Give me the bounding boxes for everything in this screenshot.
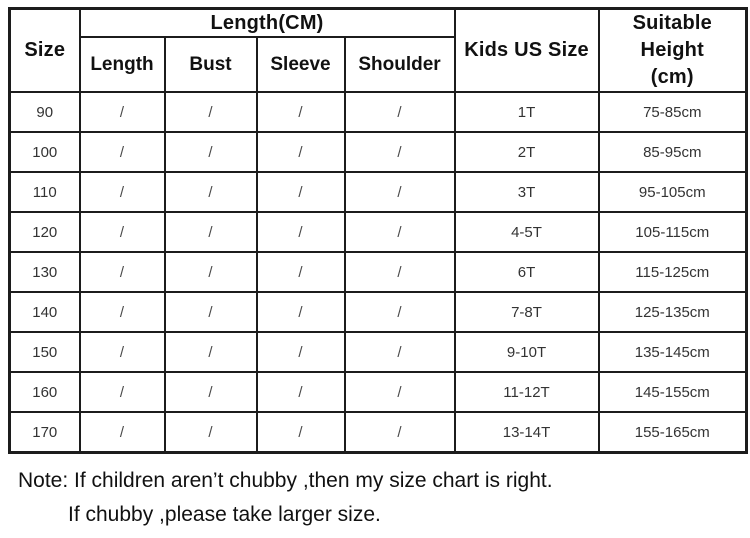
length-cell: /: [78, 411, 166, 454]
shoulder-cell: /: [343, 171, 456, 213]
suitable-height-line3: (cm): [650, 66, 694, 88]
bust-cell: /: [163, 131, 258, 173]
shoulder-cell: /: [343, 131, 456, 173]
table-row: 100 / / / / 2T 85-95cm: [8, 131, 748, 173]
bust-cell: /: [163, 251, 258, 293]
length-cell: /: [78, 91, 166, 133]
size-cell: 100: [8, 131, 81, 173]
size-note: Note: If children aren’t chubby ,then my…: [18, 464, 553, 532]
kids-us-size-column-header: Kids US Size: [453, 7, 600, 93]
suitable-height-column-header: Suitable Height (cm): [597, 7, 748, 93]
height-cell: 115-125cm: [597, 251, 748, 293]
sleeve-cell: /: [255, 291, 346, 333]
bust-cell: /: [163, 371, 258, 413]
sleeve-column-header: Sleeve: [255, 36, 346, 93]
sleeve-cell: /: [255, 331, 346, 373]
length-cell: /: [78, 371, 166, 413]
length-cell: /: [78, 131, 166, 173]
size-cell: 160: [8, 371, 81, 413]
kids-us-size-cell: 9-10T: [453, 331, 600, 373]
kids-us-size-cell: 2T: [453, 131, 600, 173]
sleeve-cell: /: [255, 411, 346, 454]
bust-cell: /: [163, 91, 258, 133]
length-cell: /: [78, 171, 166, 213]
size-cell: 170: [8, 411, 81, 454]
kids-us-size-cell: 4-5T: [453, 211, 600, 253]
table-row: 130 / / / / 6T 115-125cm: [8, 251, 748, 293]
table-row: 110 / / / / 3T 95-105cm: [8, 171, 748, 213]
height-cell: 125-135cm: [597, 291, 748, 333]
size-cell: 90: [8, 91, 81, 133]
length-cell: /: [78, 291, 166, 333]
sleeve-cell: /: [255, 371, 346, 413]
sleeve-cell: /: [255, 251, 346, 293]
shoulder-cell: /: [343, 411, 456, 454]
suitable-height-line1: Suitable: [632, 12, 712, 34]
kids-us-size-cell: 1T: [453, 91, 600, 133]
kids-us-size-cell: 11-12T: [453, 371, 600, 413]
table-row: 140 / / / / 7-8T 125-135cm: [8, 291, 748, 333]
bust-cell: /: [163, 171, 258, 213]
shoulder-cell: /: [343, 211, 456, 253]
kids-us-size-cell: 6T: [453, 251, 600, 293]
height-cell: 85-95cm: [597, 131, 748, 173]
shoulder-cell: /: [343, 371, 456, 413]
sleeve-cell: /: [255, 211, 346, 253]
header-row-sub: Length Bust Sleeve Shoulder: [10, 36, 747, 93]
bust-cell: /: [163, 291, 258, 333]
length-cm-group-header: Length(CM): [78, 7, 456, 39]
length-cell: /: [78, 211, 166, 253]
sleeve-cell: /: [255, 131, 346, 173]
kids-us-size-cell: 7-8T: [453, 291, 600, 333]
table-row: 160 / / / / 11-12T 145-155cm: [8, 371, 748, 413]
size-chart-table: Size Length(CM) Kids US Size Suitable He…: [8, 7, 749, 454]
sleeve-cell: /: [255, 171, 346, 213]
height-cell: 155-165cm: [597, 411, 748, 454]
shoulder-cell: /: [343, 291, 456, 333]
kids-us-size-cell: 13-14T: [453, 411, 600, 454]
shoulder-cell: /: [343, 251, 456, 293]
note-line-2: If chubby ,please take larger size.: [68, 503, 381, 526]
size-cell: 130: [8, 251, 81, 293]
kids-us-size-cell: 3T: [453, 171, 600, 213]
shoulder-cell: /: [343, 331, 456, 373]
sleeve-cell: /: [255, 91, 346, 133]
bust-cell: /: [163, 411, 258, 454]
shoulder-cell: /: [343, 91, 456, 133]
shoulder-column-header: Shoulder: [343, 36, 456, 93]
table-row: 120 / / / / 4-5T 105-115cm: [8, 211, 748, 253]
height-cell: 145-155cm: [597, 371, 748, 413]
length-cell: /: [78, 251, 166, 293]
size-column-header: Size: [8, 7, 81, 93]
size-cell: 140: [8, 291, 81, 333]
height-cell: 75-85cm: [597, 91, 748, 133]
suitable-height-line2: Height: [640, 39, 704, 61]
size-cell: 120: [8, 211, 81, 253]
bust-cell: /: [163, 211, 258, 253]
height-cell: 95-105cm: [597, 171, 748, 213]
bust-column-header: Bust: [163, 36, 258, 93]
table-row: 150 / / / / 9-10T 135-145cm: [8, 331, 748, 373]
note-line-1: Note: If children aren’t chubby ,then my…: [18, 469, 553, 492]
size-cell: 150: [8, 331, 81, 373]
length-column-header: Length: [78, 36, 166, 93]
table-row: 170 / / / / 13-14T 155-165cm: [8, 411, 748, 454]
header-row-group: Size Length(CM) Kids US Size Suitable He…: [8, 7, 748, 93]
size-cell: 110: [8, 171, 81, 213]
height-cell: 105-115cm: [597, 211, 748, 253]
height-cell: 135-145cm: [597, 331, 748, 373]
length-cell: /: [78, 331, 166, 373]
table-row: 90 / / / / 1T 75-85cm: [8, 91, 748, 133]
bust-cell: /: [163, 331, 258, 373]
